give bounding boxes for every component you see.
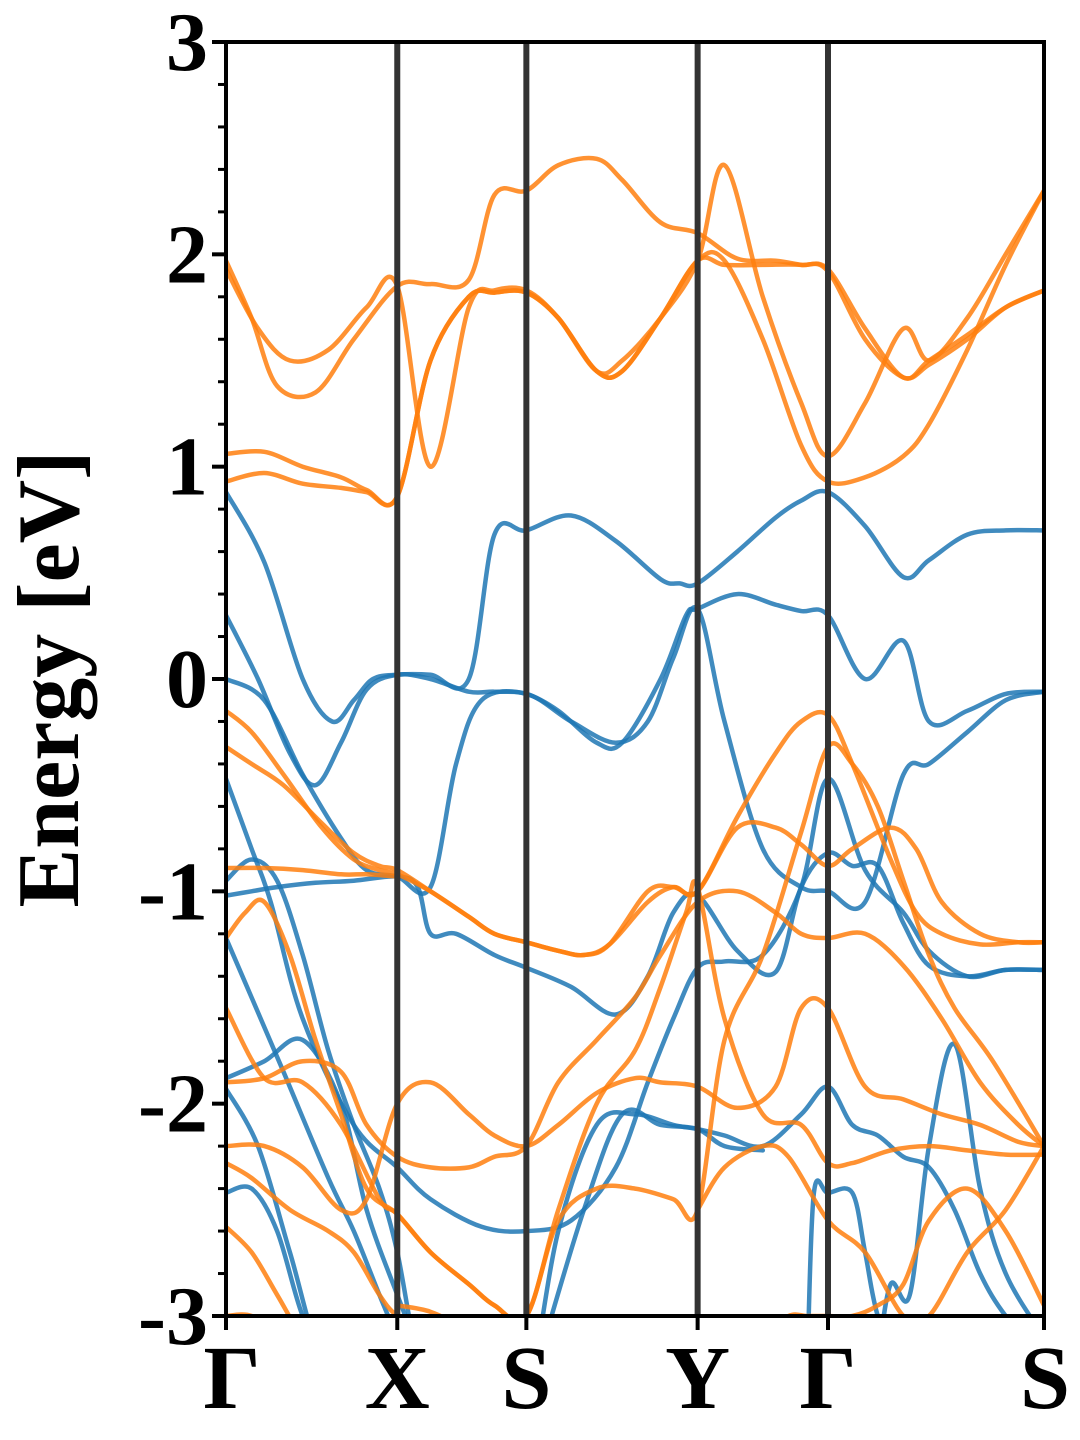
band-line-a-7: [226, 935, 391, 1316]
band-line-b-14: [226, 155, 1044, 400]
x-tick-label: S: [501, 1329, 551, 1428]
y-tick-label: 3: [166, 0, 208, 89]
band-line-a-6: [226, 857, 1009, 1316]
y-tick-label: 2: [166, 208, 208, 301]
band-line-b-18: [226, 708, 1044, 958]
band-line-b-20: [226, 865, 400, 879]
x-tick-label: Γ: [203, 1329, 260, 1428]
band-line-b-15: [226, 162, 1044, 469]
y-tick-label: 0: [166, 633, 208, 726]
high-symmetry-lines: [394, 42, 831, 1316]
y-axis-ticks: 3 2 1 0 -1 -2 -3: [138, 0, 226, 1363]
band-line-a-11: [549, 1107, 766, 1316]
y-tick-label: -3: [138, 1270, 208, 1363]
y-tick-label: -1: [138, 845, 208, 938]
x-tick-label: Y: [665, 1329, 730, 1428]
band-line-a-1: [226, 488, 1044, 725]
band-line-b-26: [226, 1224, 292, 1316]
band-line-a-13: [881, 1041, 1033, 1316]
band-line-b-21: [226, 741, 1044, 1316]
plot-frame: [224, 40, 1046, 1318]
band-line-b-29: [695, 1143, 1044, 1316]
band-line-b-24: [226, 996, 1044, 1216]
band-line-b-19: [226, 709, 1044, 958]
band-line-b-25: [226, 1160, 529, 1316]
x-tick-label: Γ: [799, 1329, 856, 1428]
band-line-b-23: [226, 888, 1044, 1171]
y-tick-label: 1: [166, 421, 208, 514]
y-axis-label: Energy [eV]: [1, 451, 98, 908]
band-line-b-28: [395, 1303, 446, 1316]
bands-layer: [226, 155, 1044, 1316]
band-line-b-17: [226, 255, 1044, 508]
band-line-a-2: [226, 591, 1044, 788]
y-tick-label: -2: [138, 1058, 208, 1151]
band-line-a-10: [226, 1184, 306, 1316]
band-line-b-22: [226, 879, 1044, 1316]
x-tick-label: X: [365, 1329, 430, 1428]
band-line-a-3: [226, 604, 1044, 912]
x-tick-label: S: [1020, 1329, 1070, 1428]
